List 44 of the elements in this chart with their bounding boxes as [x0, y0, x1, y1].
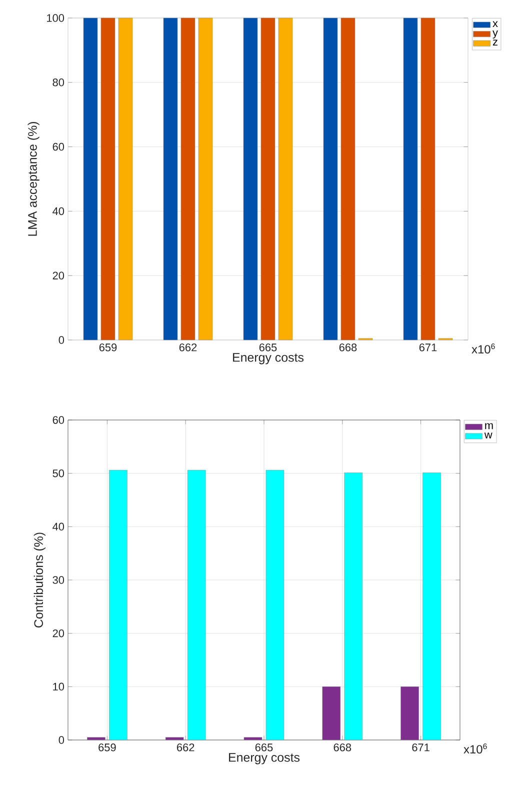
legend-label: z — [492, 40, 498, 46]
x-axis-title: Energy costs — [229, 753, 300, 764]
bar — [266, 470, 284, 740]
y-tick-label: 40 — [52, 522, 64, 531]
x-tick-label: 662 — [177, 744, 194, 752]
bar — [109, 470, 128, 740]
x-tick-label: 662 — [179, 344, 197, 352]
y-tick-label: 60 — [52, 142, 64, 151]
x-axis-title: Energy costs — [233, 353, 304, 364]
bar — [422, 472, 441, 740]
y-tick-label: 40 — [52, 207, 64, 216]
text: x10$^{6}$ — [472, 344, 495, 354]
x-tick-label: 665 — [259, 344, 277, 352]
y-tick-label: 60 — [52, 416, 64, 424]
bar — [244, 737, 262, 740]
y-tick-label: 10 — [53, 682, 64, 691]
y-axis-title: LMA acceptance (%) — [28, 122, 40, 236]
x-tick-label: 671 — [419, 344, 437, 352]
y-tick-label: 100 — [47, 14, 64, 22]
y-tick-label: 20 — [52, 272, 64, 280]
y-tick-label: 30 — [52, 576, 64, 584]
y-tick-label: 20 — [52, 629, 64, 638]
x-tick-label: 668 — [339, 344, 357, 352]
x-tick-label: 668 — [334, 744, 352, 752]
legend-label: m — [485, 423, 493, 430]
y-axis-title: Contributions (%) — [34, 532, 46, 628]
bar — [187, 470, 206, 740]
y-tick-label: 80 — [52, 78, 64, 86]
bar — [87, 737, 106, 740]
legend-label: x — [492, 21, 498, 27]
x-tick-label: 665 — [255, 744, 273, 752]
y-tick-label: 0 — [58, 736, 64, 744]
legend-label: y — [492, 30, 498, 39]
bar — [344, 472, 363, 740]
bar — [400, 686, 419, 740]
y-tick-label: 50 — [52, 469, 64, 478]
text: x10$^{6}$ — [464, 744, 487, 754]
x-tick-label: 659 — [98, 744, 116, 752]
y-tick-label: 0 — [58, 336, 64, 344]
legend-label: w — [484, 432, 492, 438]
x-tick-label: 659 — [99, 344, 117, 352]
x-tick-label: 671 — [412, 744, 430, 752]
bar — [322, 686, 341, 740]
bar — [165, 737, 184, 740]
